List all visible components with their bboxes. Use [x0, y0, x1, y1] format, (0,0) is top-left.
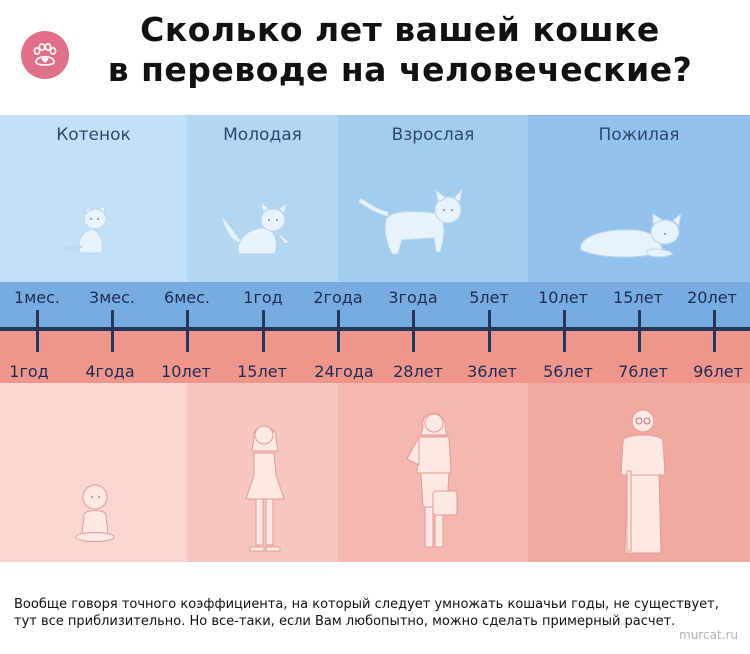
- cat-age-label: 1мес.: [14, 288, 60, 307]
- timeline-tick: [337, 310, 340, 352]
- adult-cat-icon: [358, 187, 463, 255]
- human-age-label: 36лет: [467, 362, 517, 381]
- timeline-cat-strip: [0, 282, 750, 328]
- human-stage-baby: [0, 383, 187, 562]
- young-cat-icon: [220, 200, 290, 255]
- girl-icon: [245, 425, 285, 552]
- cat-stage-adult: Взрослая: [338, 115, 528, 282]
- human-age-label: 15лет: [237, 362, 287, 381]
- logo-badge: [21, 31, 69, 79]
- kitten-icon: [65, 205, 107, 254]
- cat-age-label: 3мес.: [89, 288, 135, 307]
- page-title: Сколько лет вашей кошке в переводе на че…: [80, 10, 720, 90]
- cat-age-label: 1год: [243, 288, 283, 307]
- cat-stage-label: Котенок: [56, 125, 131, 145]
- timeline-tick: [262, 310, 265, 352]
- cat-stage-label: Пожилая: [598, 125, 680, 145]
- title-line-1: Сколько лет вашей кошке: [140, 10, 660, 49]
- footnote-line-2: тут все приблизительно. Но все-таки, есл…: [14, 614, 676, 629]
- cat-stage-young: Молодая: [187, 115, 338, 282]
- human-age-label: 10лет: [161, 362, 211, 381]
- cat-stage-senior: Пожилая: [528, 115, 750, 282]
- source-watermark: murcat.ru: [679, 628, 738, 642]
- timeline-tick: [412, 310, 415, 352]
- timeline-axis: [0, 327, 750, 331]
- footnote-line-1: Вообще говоря точного коэффициента, на к…: [14, 597, 719, 612]
- timeline-tick: [563, 310, 566, 352]
- timeline-tick: [111, 310, 114, 352]
- timeline-tick: [488, 310, 491, 352]
- human-age-label: 4года: [85, 362, 135, 381]
- title-line-2: в переводе на человеческие?: [107, 50, 693, 89]
- human-stage-elderly: [528, 383, 750, 562]
- woman-icon: [406, 413, 458, 548]
- human-stage-woman: [338, 383, 528, 562]
- human-age-label: 28лет: [393, 362, 443, 381]
- cat-age-label: 2года: [313, 288, 363, 307]
- human-stages-band: [0, 383, 750, 562]
- human-age-label: 56лет: [543, 362, 593, 381]
- timeline-human-strip: [0, 331, 750, 383]
- cat-age-label: 20лет: [687, 288, 737, 307]
- cat-age-label: 15лет: [613, 288, 663, 307]
- old-cat-icon: [580, 212, 682, 258]
- timeline-tick: [713, 310, 716, 352]
- human-age-label: 24года: [314, 362, 374, 381]
- human-age-label: 96лет: [693, 362, 743, 381]
- header: Сколько лет вашей кошке в переводе на че…: [0, 0, 750, 113]
- cat-stage-label: Взрослая: [391, 125, 475, 145]
- timeline-tick: [638, 310, 641, 352]
- cat-age-label: 3года: [388, 288, 438, 307]
- cat-age-label: 5лет: [469, 288, 509, 307]
- timeline-tick: [186, 310, 189, 352]
- human-age-label: 1год: [9, 362, 49, 381]
- cat-stages-band: Котенок Молодая Взрослая: [0, 115, 750, 282]
- cat-age-label: 10лет: [538, 288, 588, 307]
- cat-age-label: 6мес.: [164, 288, 210, 307]
- human-stage-girl: [187, 383, 338, 562]
- elderly-woman-icon: [620, 409, 666, 554]
- footnote: Вообще говоря точного коэффициента, на к…: [14, 596, 744, 630]
- baby-icon: [75, 484, 115, 542]
- paw-heart-icon: [33, 42, 57, 66]
- cat-stage-kitten: Котенок: [0, 115, 187, 282]
- human-age-label: 76лет: [618, 362, 668, 381]
- cat-stage-label: Молодая: [223, 125, 302, 145]
- timeline-tick: [36, 310, 39, 352]
